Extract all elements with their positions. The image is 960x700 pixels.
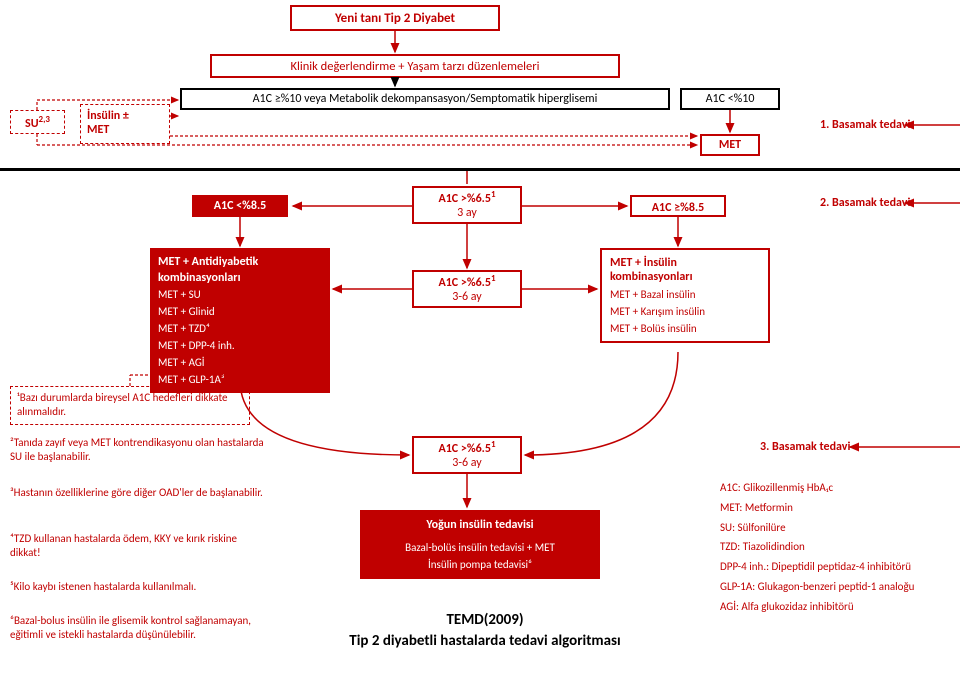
insulin-combo-1: MET + Karışım insülin — [610, 305, 760, 318]
antidia-item-0: MET + SU — [158, 288, 322, 303]
insulin-combo-0: MET + Bazal insülin — [610, 288, 760, 301]
a1c-gt65-36ay-box2: A1C >%6.51 3-6 ay — [412, 436, 522, 474]
abbr-list: A1C: Glikozillenmiş HbA₁c MET: Metformin… — [720, 478, 914, 617]
clinical-box: Klinik değerlendirme + Yaşam tarzı düzen… — [210, 54, 620, 78]
su-label: SU — [25, 117, 39, 131]
a1c-gt65-36b-line2: 3-6 ay — [424, 456, 510, 470]
antidia-item-4: MET + AGİ — [158, 356, 322, 371]
branch-left-box: A1C ≥%10 veya Metabolik dekompansasyon/S… — [180, 88, 670, 110]
abbr-0: A1C: Glikozillenmiş HbA₁c — [720, 478, 914, 498]
insulin-combo-box: MET + İnsülin kombinasyonları MET + Baza… — [600, 248, 770, 343]
footnote4: ⁴TZD kullanan hastalarda ödem, KKY ve kı… — [10, 532, 270, 561]
footnote3: ³Hastanın özelliklerine göre diğer OAD'l… — [10, 486, 263, 500]
intense-item-1: İnsülin pompa tedavisi⁶ — [370, 557, 590, 574]
footnote2: ²Tanıda zayıf veya MET kontrendikasyonu … — [10, 436, 270, 465]
intense-title: Yoğun insülin tedavisi — [370, 516, 590, 534]
antidia-item-1: MET + Glinid — [158, 305, 322, 320]
met-box: MET — [700, 134, 760, 156]
a1c-lt85-box: A1C <%8.5 — [192, 195, 288, 217]
intense-box: Yoğun insülin tedavisi Bazal-bolüs insül… — [360, 510, 600, 579]
abbr-4: DPP-4 inh.: Dipeptidil peptidaz-4 inhibi… — [720, 557, 914, 577]
a1c-gt65-36-line1: A1C >%6.51 — [424, 274, 510, 290]
footnote1-box: ¹Bazı durumlarda bireysel A1C hedefleri … — [10, 386, 250, 425]
su-box: SU2,3 — [10, 110, 65, 134]
a1c-ge85-box: A1C ≥%8.5 — [630, 195, 726, 217]
step1-label: 1. Basamak tedavi — [820, 118, 910, 132]
a1c-gt65-36ay-box: A1C >%6.51 3-6 ay — [412, 270, 522, 308]
abbr-2: SU: Sülfonilüre — [720, 518, 914, 538]
abbr-5: GLP-1A: Glukagon-benzeri peptid-1 analoğ… — [720, 577, 914, 597]
divider — [0, 168, 960, 171]
su-sup: 2,3 — [39, 114, 50, 125]
step2-label: 2. Basamak tedavi — [820, 196, 910, 210]
antidia-item-2: MET + TZD⁴ — [158, 322, 322, 337]
a1c-gt65-36-line2: 3-6 ay — [424, 290, 510, 304]
abbr-1: MET: Metformin — [720, 498, 914, 518]
antidia-box: MET + Antidiyabetik kombinasyonları MET … — [150, 248, 330, 393]
insulin-combo-title: MET + İnsülin kombinasyonları — [610, 256, 760, 284]
insulin-met-box: İnsülin ± MET — [80, 104, 170, 144]
intense-item-0: Bazal-bolüs insülin tedavisi + MET — [370, 540, 590, 557]
algo-top: TEMD(2009) — [320, 610, 650, 631]
algo-bottom: Tip 2 diyabetli hastalarda tedavi algori… — [320, 631, 650, 652]
antidia-title: MET + Antidiyabetik kombinasyonları — [158, 254, 322, 286]
antidia-item-3: MET + DPP-4 inh. — [158, 339, 322, 354]
a1c-gt65-line2: 3 ay — [424, 206, 510, 220]
footnote6: ⁶Bazal-bolus insülin ile glisemik kontro… — [10, 614, 270, 643]
algo-title: TEMD(2009) Tip 2 diyabetli hastalarda te… — [320, 610, 650, 652]
title-box: Yeni tanı Tip 2 Diyabet — [290, 5, 500, 31]
insulin-combo-2: MET + Bolüs insülin — [610, 322, 760, 335]
abbr-3: TZD: Tiazolidindion — [720, 537, 914, 557]
step3-label: 3. Basamak tedavi — [760, 440, 850, 454]
a1c-gt65-line1: A1C >%6.51 — [424, 190, 510, 206]
a1c-gt65-3ay-box: A1C >%6.51 3 ay — [412, 186, 522, 224]
branch-right-box: A1C <%10 — [680, 88, 780, 110]
a1c-gt65-36b-line1: A1C >%6.51 — [424, 440, 510, 456]
footnote5: ⁵Kilo kaybı istenen hastalarda kullanılm… — [10, 580, 196, 594]
abbr-6: AGİ: Alfa glukozidaz inhibitörü — [720, 597, 914, 617]
